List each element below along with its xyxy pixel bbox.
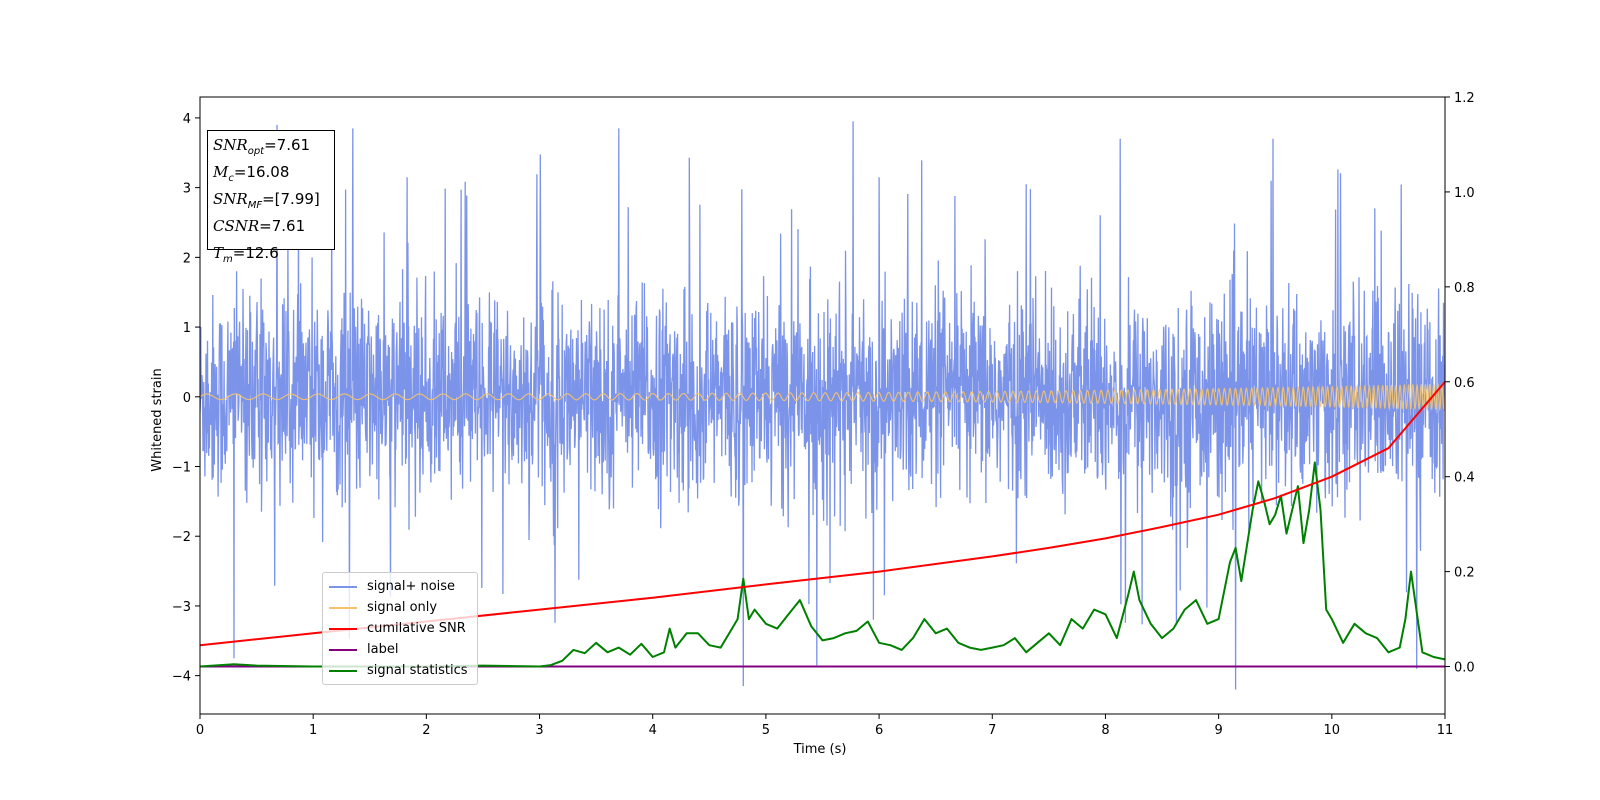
legend-label: signal statistics [367,663,468,678]
legend-label: label [367,642,399,657]
y2-tick-label: 0.0 [1454,661,1475,676]
legend-item-signal-statistics: signal statistics [329,660,471,681]
legend-label: signal+ noise [367,579,456,594]
x-tick-label: 4 [649,723,657,738]
x-tick-label: 7 [988,723,996,738]
info-line-csnr: CSNR=7.61 [213,217,306,235]
info-line-snr-mf: SNRMF=[7.99] [213,190,320,211]
y-tick-label: 2 [183,251,191,266]
x-tick-label: 2 [422,723,430,738]
legend-item-cumilative-snr: cumilative SNR [329,618,471,639]
x-tick-label: 1 [309,723,317,738]
series-signal-only-line [200,382,1445,412]
y-tick-label: 3 [183,182,191,197]
y2-tick-label: 1.0 [1454,186,1475,201]
y-tick-label: −2 [172,530,191,545]
legend-swatch [329,648,357,651]
y2-tick-label: 0.2 [1454,566,1475,581]
stats-infobox: SNRopt=7.61 Mc=16.08 SNRMF=[7.99] CSNR=7… [207,130,335,265]
info-line-tm: Tm=12.6 [213,244,279,265]
series-cumilative-snr-line [200,381,1445,647]
y-tick-label: −3 [172,600,191,615]
y2-tick-label: 0.6 [1454,376,1475,391]
legend-label: signal only [367,600,438,615]
y2-tick-label: 0.4 [1454,471,1475,486]
legend-swatch [329,669,357,672]
x-tick-label: 8 [1101,723,1109,738]
y-tick-label: 4 [183,112,191,127]
y2-tick-label: 1.2 [1454,91,1475,106]
y-tick-label: 1 [183,321,191,336]
x-axis-label: Time (s) [793,742,847,757]
legend-swatch [329,606,357,609]
info-line-mc: Mc=16.08 [213,163,290,184]
axes: 0 1 2 3 4 5 6 7 8 9 10 1143210−1−2−3−41.21.00.80.60… [172,91,1475,738]
legend-item-label: label [329,639,471,660]
legend-item-signal-noise: signal+ noise [329,576,471,597]
series-signal-statistics-line [200,461,1445,668]
x-tick-label: 6 [875,723,883,738]
x-tick-label: 11 [1437,723,1454,738]
x-tick-label: 9 [1214,723,1222,738]
y-tick-label: −1 [172,461,191,476]
x-tick-label: 3 [535,723,543,738]
legend-item-signal-only: signal only [329,597,471,618]
legend: signal+ noise signal only cumilative SNR… [322,572,478,685]
x-tick-label: 5 [762,723,770,738]
x-tick-label: 0 [196,723,204,738]
y-axis-label: Whitened strain [150,368,165,471]
legend-label: cumilative SNR [367,621,466,636]
x-tick-label: 10 [1324,723,1341,738]
info-line-snr-opt: SNRopt=7.61 [213,136,311,157]
series-signal-noise-line [200,121,1445,690]
y-tick-label: 0 [183,391,191,406]
y-tick-label: −4 [172,670,191,685]
y2-tick-label: 0.8 [1454,281,1475,296]
legend-swatch [329,627,357,630]
plot-frame [199,96,1446,715]
legend-swatch [329,585,357,588]
